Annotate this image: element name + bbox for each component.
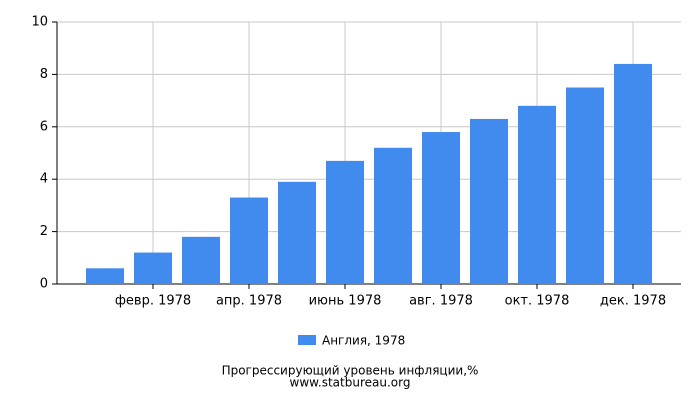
source: www.statbureau.org: [290, 376, 411, 390]
y-tick-label: 8: [40, 67, 48, 82]
legend-swatch: [298, 335, 316, 345]
bar: [86, 268, 124, 284]
bar: [614, 63, 652, 284]
bar: [326, 160, 364, 284]
y-tick-label: 6: [40, 119, 48, 134]
bar: [518, 105, 556, 284]
y-tick-label: 2: [40, 224, 48, 239]
y-tick-label: 0: [40, 277, 48, 292]
x-tick-label: февр. 1978: [115, 294, 191, 309]
x-tick-label: дек. 1978: [600, 294, 666, 309]
caption: Прогрессирующий уровень инфляции,%: [222, 364, 479, 378]
bar: [422, 132, 460, 284]
bar: [566, 87, 604, 284]
x-tick-label: окт. 1978: [505, 294, 570, 309]
bar: [278, 181, 316, 284]
bar: [230, 197, 268, 284]
x-tick-label: авг. 1978: [409, 294, 473, 309]
bar: [134, 252, 172, 284]
legend-label: Англия, 1978: [322, 334, 405, 348]
x-tick-label: апр. 1978: [216, 294, 282, 309]
bar: [182, 236, 220, 284]
y-tick-label: 4: [40, 172, 48, 187]
bar: [470, 118, 508, 284]
bar: [374, 147, 412, 284]
y-tick-label: 10: [31, 15, 48, 30]
x-tick-label: июнь 1978: [309, 294, 382, 309]
